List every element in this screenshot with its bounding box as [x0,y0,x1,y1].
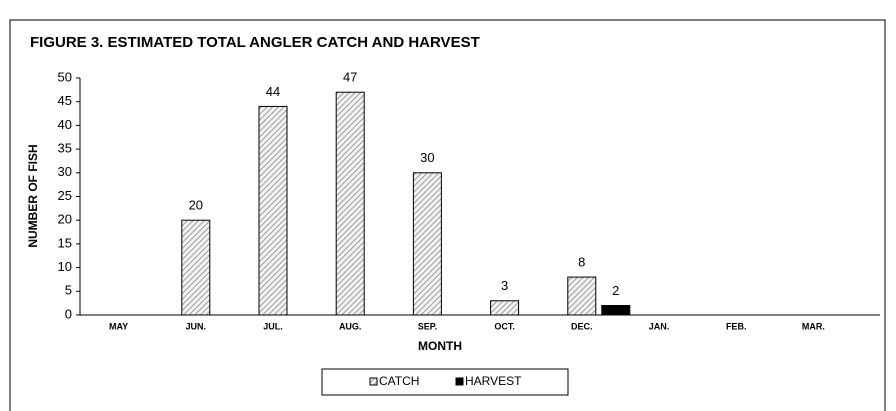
bar [181,219,211,316]
x-tick-label: SEP. [418,321,437,331]
y-tick-label: 40 [58,117,72,132]
x-tick-label: DEC. [571,321,593,331]
y-tick-label: 25 [58,188,72,203]
bar [412,172,442,316]
x-tick-label: FEB. [726,321,747,331]
data-label: 3 [501,278,508,293]
x-tick-label: JUL. [263,321,283,331]
y-tick-label: 35 [58,141,72,156]
x-tick-label: JUN. [186,321,207,331]
x-tick-label: JAN. [649,321,670,331]
y-tick-label: 15 [58,235,72,250]
data-label: 30 [420,150,434,165]
legend-label: CATCH [379,374,419,388]
y-tick-label: 10 [58,259,72,274]
bar [567,276,597,316]
x-tick-label: MAY [109,321,128,331]
data-label: 44 [266,84,280,99]
legend-swatch [369,377,378,386]
y-tick-label: 45 [58,93,72,108]
data-label: 47 [343,70,357,85]
chart-frame [9,19,886,411]
y-axis-label: NUMBER OF FISH [26,144,40,247]
legend-label: HARVEST [465,374,522,388]
y-tick-label: 0 [65,306,72,321]
bar [601,305,631,316]
x-tick-label: AUG. [339,321,362,331]
bar [258,105,288,316]
data-label: 8 [578,255,585,270]
chart-title: FIGURE 3. ESTIMATED TOTAL ANGLER CATCH A… [30,34,480,51]
y-tick-label: 50 [58,69,72,84]
bar [490,300,520,316]
legend-box [321,368,569,396]
data-label: 20 [189,198,203,213]
y-tick-label: 20 [58,212,72,227]
x-axis-label: MONTH [418,339,462,353]
y-tick-label: 5 [65,283,72,298]
data-label: 2 [612,283,619,298]
legend-swatch [455,377,464,386]
x-tick-label: MAR. [802,321,825,331]
bar [335,91,365,316]
y-tick-label: 30 [58,164,72,179]
x-tick-label: OCT. [494,321,515,331]
